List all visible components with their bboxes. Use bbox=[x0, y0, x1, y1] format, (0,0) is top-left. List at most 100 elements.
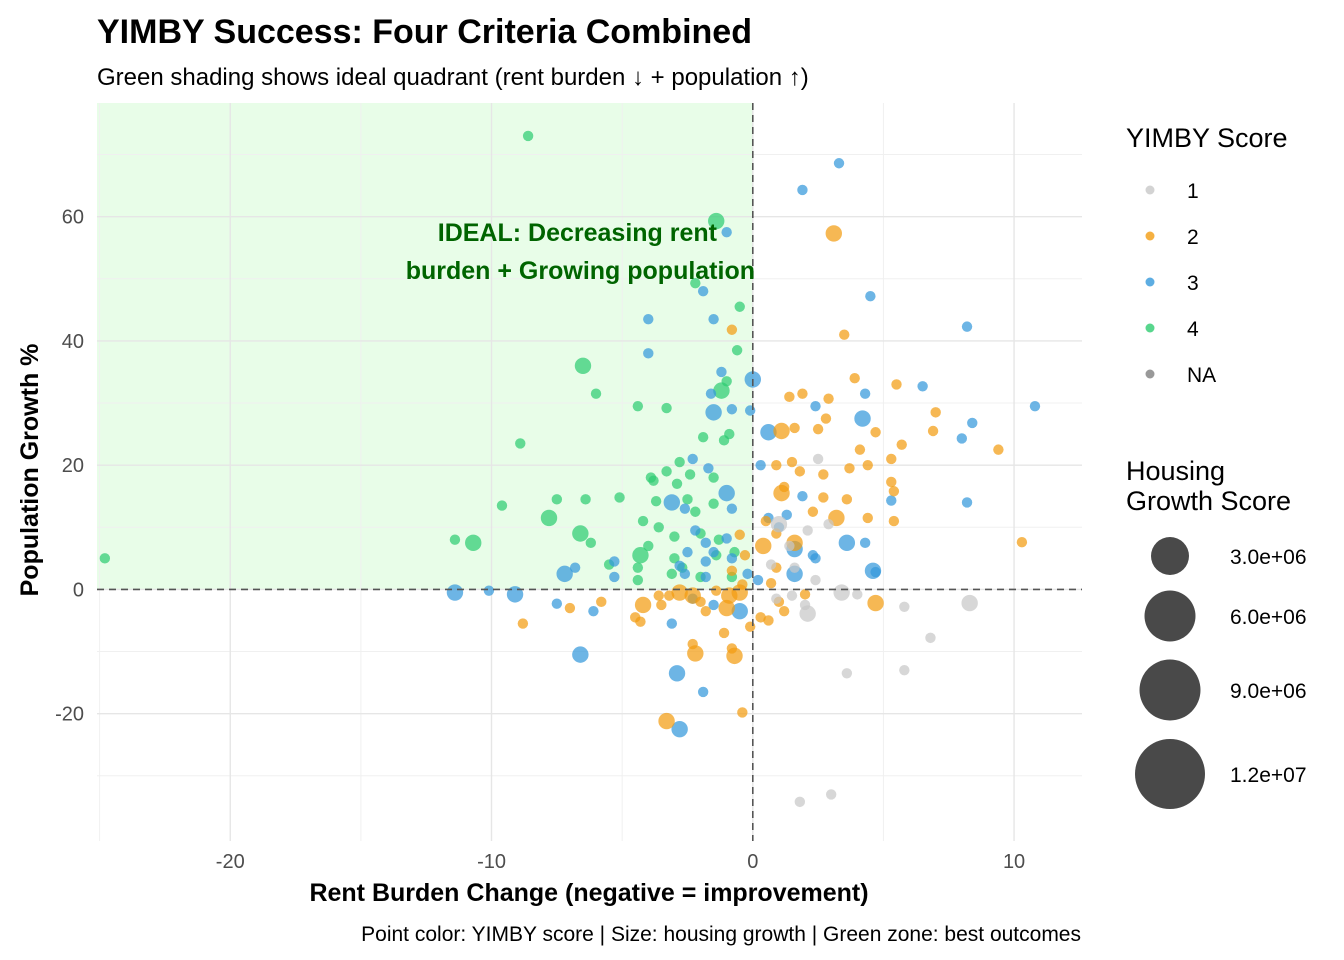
data-point-score-4 bbox=[632, 547, 649, 564]
data-point-score-4 bbox=[648, 475, 659, 486]
data-point-score-3 bbox=[870, 566, 881, 578]
data-point-score-2 bbox=[695, 596, 706, 608]
data-point-score-3 bbox=[755, 459, 766, 471]
chart-title: YIMBY Success: Four Criteria Combined bbox=[97, 13, 752, 51]
data-point-score-3 bbox=[708, 599, 719, 611]
data-point-score-4 bbox=[724, 428, 735, 440]
size-legend-key bbox=[1135, 739, 1205, 809]
data-point-score-1 bbox=[841, 668, 853, 679]
data-point-score-4 bbox=[669, 531, 680, 542]
data-point-score-4 bbox=[449, 534, 461, 545]
data-point-score-4 bbox=[661, 466, 672, 477]
data-point-score-3 bbox=[961, 321, 973, 332]
size-legend-title-line-2: Growth Score bbox=[1126, 486, 1291, 516]
legend-label-NA: NA bbox=[1187, 364, 1216, 387]
data-point-score-2 bbox=[870, 427, 881, 438]
legend-key-1 bbox=[1145, 185, 1155, 195]
data-point-score-2 bbox=[886, 453, 897, 465]
data-point-score-4 bbox=[574, 357, 592, 374]
legend-label-3: 3 bbox=[1187, 272, 1199, 295]
data-point-score-1 bbox=[852, 589, 863, 600]
chart-subtitle: Green shading shows ideal quadrant (rent… bbox=[97, 64, 809, 91]
data-point-score-2 bbox=[596, 596, 607, 608]
data-point-score-1 bbox=[784, 540, 795, 552]
data-point-score-2 bbox=[564, 602, 576, 614]
data-point-score-2 bbox=[891, 379, 902, 390]
data-point-score-3 bbox=[697, 286, 709, 297]
data-point-score-2 bbox=[799, 589, 811, 600]
data-point-score-1 bbox=[823, 518, 834, 530]
data-point-score-3 bbox=[700, 556, 711, 567]
size-legend-key bbox=[1151, 537, 1189, 575]
data-point-score-3 bbox=[708, 546, 719, 558]
data-point-score-4 bbox=[708, 212, 725, 230]
size-legend-key bbox=[1139, 659, 1201, 721]
data-point-score-2 bbox=[784, 391, 795, 403]
data-point-score-4 bbox=[690, 506, 701, 517]
data-point-score-2 bbox=[825, 225, 842, 242]
data-point-score-4 bbox=[697, 432, 709, 443]
data-point-score-3 bbox=[744, 405, 756, 416]
data-point-score-2 bbox=[744, 621, 756, 632]
data-point-score-1 bbox=[961, 594, 978, 612]
data-point-score-2 bbox=[763, 615, 774, 626]
data-point-score-1 bbox=[825, 789, 837, 800]
data-point-score-2 bbox=[867, 594, 884, 612]
data-point-score-4 bbox=[708, 472, 719, 483]
data-point-score-4 bbox=[465, 534, 482, 552]
data-point-score-4 bbox=[585, 537, 597, 549]
data-point-score-3 bbox=[1029, 400, 1041, 412]
y-tick-label: -20 bbox=[55, 704, 84, 726]
data-point-score-3 bbox=[810, 400, 821, 412]
data-point-score-3 bbox=[967, 417, 978, 429]
data-point-score-4 bbox=[522, 130, 534, 142]
data-point-score-4 bbox=[674, 456, 685, 468]
data-point-score-2 bbox=[671, 584, 688, 601]
data-point-score-2 bbox=[726, 565, 738, 576]
data-point-score-3 bbox=[726, 553, 738, 564]
data-point-score-3 bbox=[726, 503, 738, 514]
data-point-score-3 bbox=[671, 720, 688, 738]
color-legend-title: YIMBY Score bbox=[1126, 123, 1288, 153]
data-point-score-2 bbox=[755, 612, 766, 623]
data-point-score-2 bbox=[823, 393, 834, 404]
data-point-score-2 bbox=[818, 469, 829, 480]
data-point-score-3 bbox=[609, 571, 620, 583]
data-point-score-1 bbox=[833, 584, 850, 601]
data-point-score-3 bbox=[961, 497, 973, 508]
data-point-score-2 bbox=[807, 506, 819, 517]
size-legend-label: 1.2e+07 bbox=[1230, 764, 1307, 787]
data-point-score-2 bbox=[734, 529, 745, 540]
data-point-score-4 bbox=[721, 376, 732, 387]
data-point-score-1 bbox=[899, 664, 910, 676]
data-point-score-3 bbox=[697, 686, 709, 698]
x-tick-label: -10 bbox=[477, 851, 506, 873]
data-point-score-2 bbox=[927, 425, 939, 437]
size-legend-label: 3.0e+06 bbox=[1230, 546, 1307, 569]
data-point-score-4 bbox=[496, 500, 508, 511]
data-point-score-3 bbox=[833, 158, 845, 169]
data-point-score-3 bbox=[682, 546, 693, 558]
data-point-score-2 bbox=[765, 577, 777, 589]
data-point-score-4 bbox=[671, 478, 683, 490]
data-point-score-3 bbox=[781, 509, 792, 521]
data-point-score-3 bbox=[679, 503, 691, 514]
data-point-score-2 bbox=[711, 585, 722, 596]
legend-key-NA bbox=[1145, 369, 1155, 379]
data-point-score-2 bbox=[797, 388, 808, 399]
data-point-score-2 bbox=[789, 422, 800, 434]
data-point-score-3 bbox=[690, 525, 701, 536]
data-point-score-2 bbox=[771, 459, 782, 471]
x-axis-ticks: -20 -10 0 10 bbox=[216, 851, 1025, 873]
legend-key-4 bbox=[1145, 323, 1155, 333]
data-point-score-3 bbox=[859, 388, 871, 399]
data-point-score-4 bbox=[650, 495, 662, 507]
data-point-score-3 bbox=[666, 618, 678, 629]
data-point-score-1 bbox=[789, 562, 800, 573]
data-point-score-3 bbox=[551, 598, 563, 609]
data-point-score-4 bbox=[632, 574, 644, 586]
data-point-score-1 bbox=[802, 525, 813, 536]
data-point-score-3 bbox=[708, 313, 719, 325]
data-point-score-3 bbox=[886, 495, 897, 506]
